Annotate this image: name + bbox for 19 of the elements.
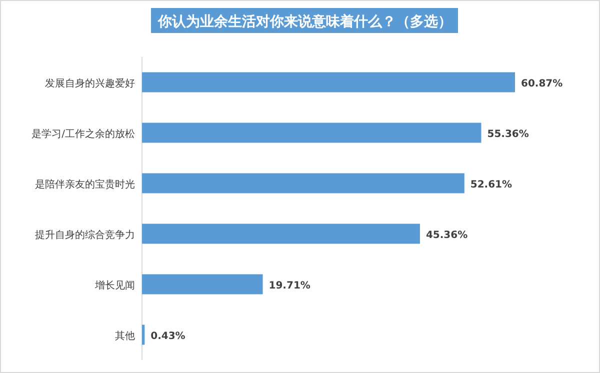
chart-title: 你认为业余生活对你来说意味着什么？（多选）	[157, 13, 452, 30]
bar	[142, 173, 464, 194]
data-label: 45.36%	[426, 230, 468, 241]
y-tick-label: 是学习/工作之余的放松	[32, 128, 135, 140]
y-tick-label: 提升自身的综合竞争力	[35, 228, 135, 241]
y-tick-label: 其他	[115, 330, 135, 342]
data-label: 19.71%	[268, 280, 310, 292]
bar	[142, 72, 515, 92]
data-label: 55.36%	[487, 128, 529, 140]
data-label: 52.61%	[470, 179, 512, 190]
y-tick-label: 是陪伴亲友的宝贵时光	[35, 178, 135, 190]
bar	[142, 324, 145, 345]
y-tick-label: 发展自身的兴趣爱好	[45, 77, 135, 90]
bar	[142, 224, 420, 244]
bar	[142, 122, 482, 143]
data-label: 60.87%	[521, 78, 563, 90]
bar	[142, 274, 263, 294]
data-label: 0.43%	[150, 330, 186, 342]
y-tick-label: 增长见闻	[94, 279, 135, 292]
